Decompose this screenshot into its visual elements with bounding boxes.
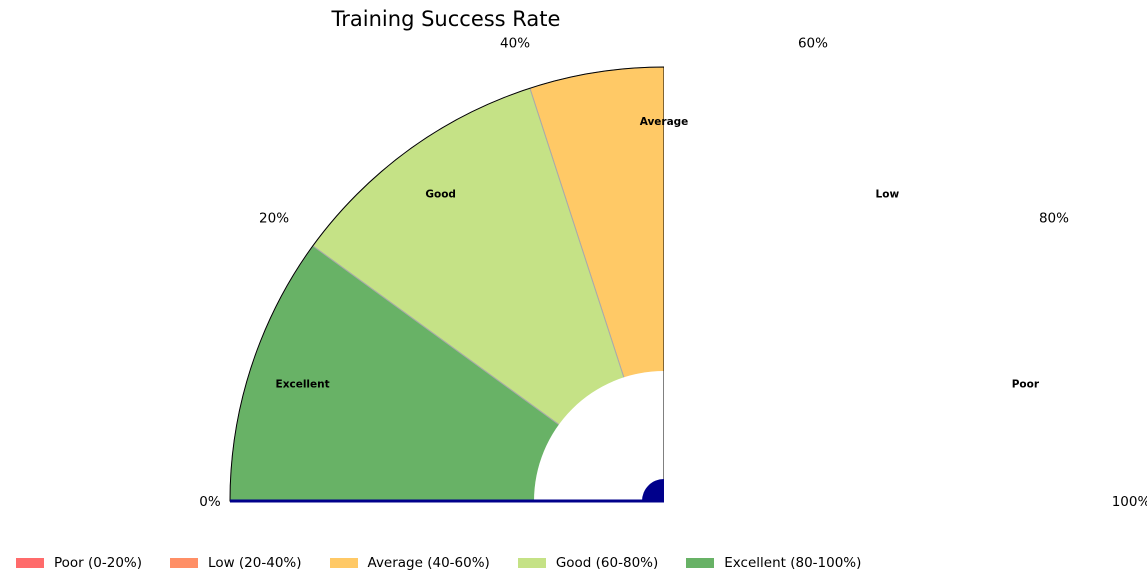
legend-label: Poor (0-20%)	[54, 555, 143, 571]
gauge-zone-divider	[663, 499, 664, 501]
legend-item-average: Average (40-60%)	[329, 555, 490, 571]
gauge-tick-label: 60%	[798, 36, 828, 52]
legend-label: Good (60-80%)	[555, 555, 659, 571]
gauge-zone-labels: Poor Low Average Good Excellent	[276, 116, 1040, 391]
gauge-tick-label: 20%	[259, 211, 289, 227]
gauge-tick-label: 0%	[199, 494, 221, 510]
gauge-tick-label: 100%	[1112, 494, 1147, 510]
legend-label: Low (20-40%)	[208, 555, 302, 571]
gauge-zone-label-poor: Poor	[1012, 379, 1040, 391]
legend-label: Excellent (80-100%)	[724, 555, 862, 571]
legend-swatch	[170, 558, 199, 568]
legend-label: Average (40-60%)	[367, 555, 490, 571]
legend-item-good: Good (60-80%)	[517, 555, 659, 571]
legend-swatch	[16, 558, 44, 568]
gauge-needle	[230, 479, 664, 503]
legend-swatch	[329, 558, 358, 568]
gauge-hub	[534, 371, 664, 501]
legend-item-poor: Poor (0-20%)	[16, 555, 142, 571]
gauge-needle-pivot	[642, 479, 664, 501]
legend-item-excellent: Excellent (80-100%)	[686, 555, 861, 571]
gauge-zone-label-average: Average	[640, 116, 689, 128]
gauge-tick-label: 40%	[500, 36, 530, 52]
chart-legend: Poor (0-20%) Low (20-40%) Average (40-60%)…	[16, 555, 889, 571]
gauge-zone-poor	[662, 500, 664, 502]
gauge-outline	[229, 66, 664, 502]
gauge-tick-label: 80%	[1039, 211, 1069, 227]
gauge-tick-labels: 0% 20% 40% 60% 80% 100%	[199, 36, 1147, 510]
gauge-zone-low	[663, 499, 664, 503]
gauge-zone-label-excellent: Excellent	[276, 379, 330, 391]
gauge-zone-divider	[663, 500, 664, 501]
gauge-zone-label-low: Low	[876, 189, 900, 201]
gauge-zone-label-good: Good	[425, 189, 456, 201]
legend-item-low: Low (20-40%)	[170, 555, 302, 571]
chart-title: Training Success Rate	[331, 7, 561, 31]
gauge-zones	[229, 66, 664, 503]
legend-swatch	[517, 558, 546, 568]
legend-swatch	[686, 558, 715, 568]
